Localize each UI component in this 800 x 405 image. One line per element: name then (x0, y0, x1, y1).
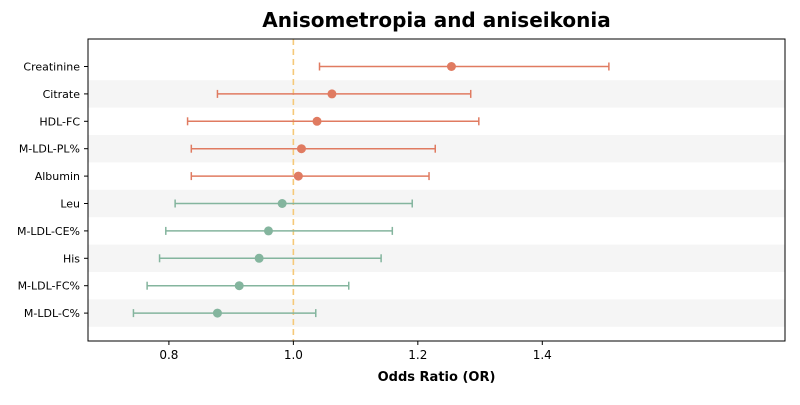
or-point (254, 253, 264, 263)
x-tick-label: 1.4 (533, 348, 552, 362)
or-point (312, 116, 322, 126)
y-tick-label: M-LDL-PL% (19, 143, 80, 156)
plot-frame (87, 38, 786, 342)
or-point (234, 281, 244, 291)
or-point (277, 199, 287, 208)
y-tick-label: M-LDL-FC% (18, 280, 80, 293)
y-tick-label: HDL-FC (39, 115, 80, 128)
x-axis-label: Odds Ratio (OR) (378, 370, 496, 385)
or-point (296, 144, 306, 154)
or-point (446, 62, 456, 71)
chart-title: Anisometropia and aniseikonia (262, 8, 611, 32)
or-point (212, 308, 222, 318)
y-tick-label: Citrate (43, 88, 81, 101)
y-tick-label: M-LDL-CE% (17, 225, 80, 238)
or-point (263, 226, 273, 236)
y-tick-label: Leu (60, 198, 80, 211)
x-tick-label: 1.2 (408, 348, 427, 362)
x-tick-label: 1.0 (284, 348, 303, 362)
or-point (293, 171, 303, 181)
y-tick-label: His (63, 252, 80, 265)
or-point (327, 89, 337, 99)
y-tick-label: Albumin (35, 170, 80, 183)
x-tick-label: 0.8 (159, 348, 178, 362)
y-tick-label: M-LDL-C% (24, 307, 80, 320)
y-tick-label: Creatinine (23, 61, 80, 74)
